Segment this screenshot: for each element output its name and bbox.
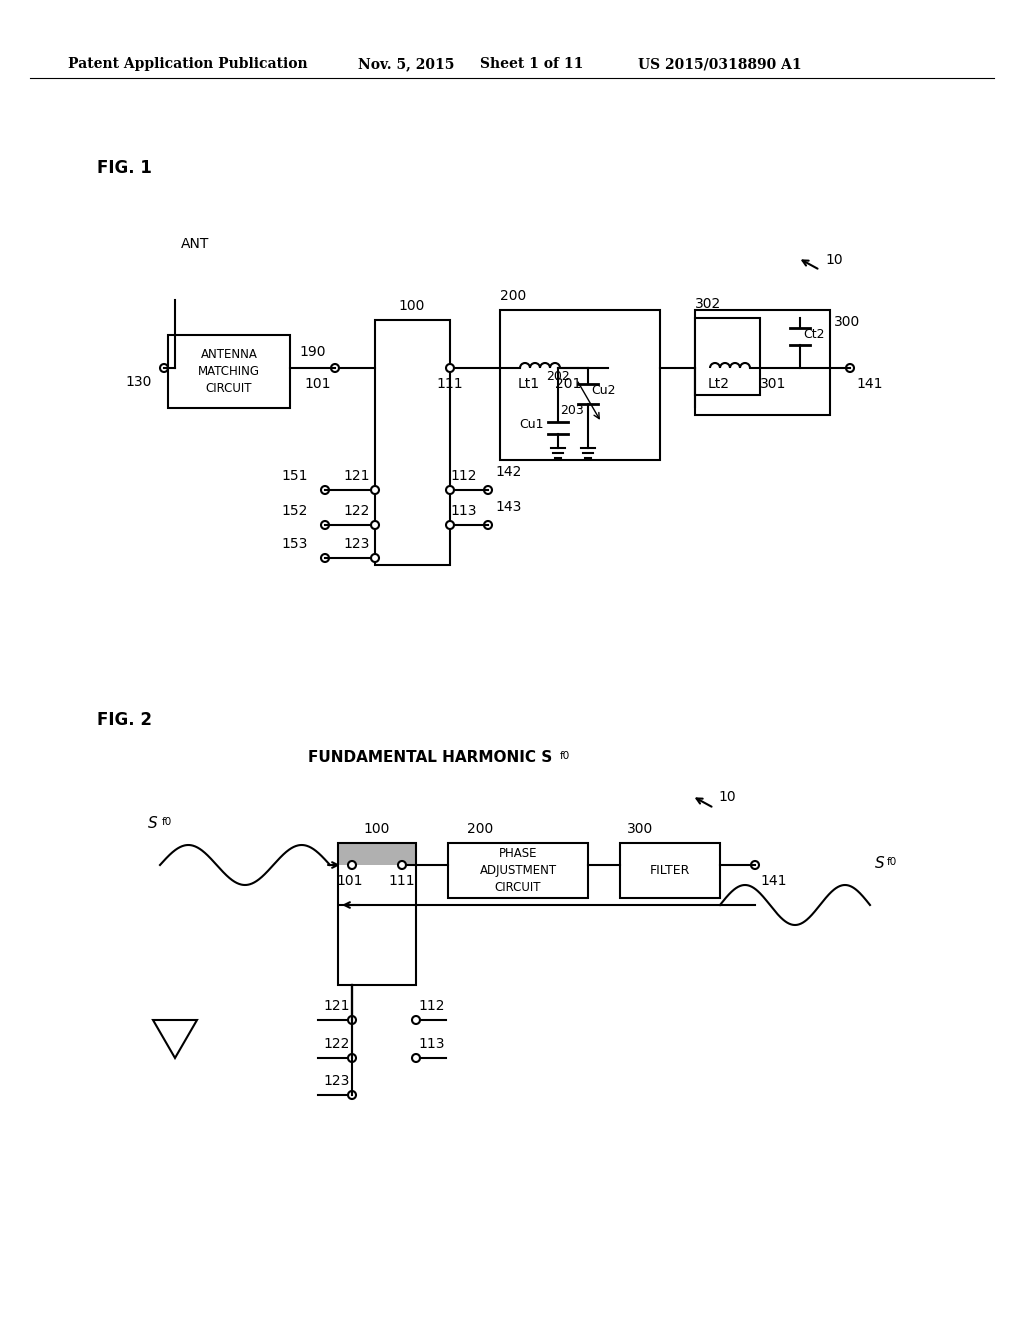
Circle shape xyxy=(321,554,329,562)
Text: 121: 121 xyxy=(324,999,350,1012)
Text: S: S xyxy=(148,816,158,830)
Text: 101: 101 xyxy=(337,874,364,888)
Text: 201: 201 xyxy=(555,378,582,391)
Text: f0: f0 xyxy=(560,751,570,762)
Circle shape xyxy=(348,1053,356,1063)
Text: FIG. 2: FIG. 2 xyxy=(97,711,152,729)
Text: FUNDAMENTAL HARMONIC S: FUNDAMENTAL HARMONIC S xyxy=(308,751,552,766)
Circle shape xyxy=(412,1016,420,1024)
Circle shape xyxy=(348,1016,356,1024)
Text: FILTER: FILTER xyxy=(650,865,690,876)
Text: Lt1: Lt1 xyxy=(518,378,540,391)
Text: ANTENNA
MATCHING
CIRCUIT: ANTENNA MATCHING CIRCUIT xyxy=(198,348,260,395)
Text: 141: 141 xyxy=(856,378,883,391)
Text: 203: 203 xyxy=(560,404,584,417)
Circle shape xyxy=(398,861,406,869)
Text: 111: 111 xyxy=(389,874,416,888)
Text: 112: 112 xyxy=(450,469,476,483)
Circle shape xyxy=(446,486,454,494)
Text: 10: 10 xyxy=(718,789,735,804)
Text: 202: 202 xyxy=(546,370,570,383)
FancyBboxPatch shape xyxy=(449,843,588,898)
Text: 122: 122 xyxy=(344,504,370,517)
Circle shape xyxy=(484,521,492,529)
Text: Nov. 5, 2015: Nov. 5, 2015 xyxy=(358,57,455,71)
Text: 200: 200 xyxy=(500,289,526,304)
Text: 111: 111 xyxy=(436,378,463,391)
FancyBboxPatch shape xyxy=(338,843,416,865)
Text: 141: 141 xyxy=(760,874,786,888)
Circle shape xyxy=(484,486,492,494)
Text: ANT: ANT xyxy=(181,238,209,251)
Text: 152: 152 xyxy=(282,504,308,517)
Text: FIG. 1: FIG. 1 xyxy=(97,158,152,177)
Text: PHASE
ADJUSTMENT
CIRCUIT: PHASE ADJUSTMENT CIRCUIT xyxy=(479,847,557,894)
Text: 142: 142 xyxy=(495,465,521,479)
Circle shape xyxy=(846,364,854,372)
Text: 113: 113 xyxy=(450,504,476,517)
Circle shape xyxy=(751,861,759,869)
Text: 113: 113 xyxy=(418,1038,444,1051)
Text: 10: 10 xyxy=(825,253,843,267)
Text: 123: 123 xyxy=(344,537,370,550)
Text: Cu2: Cu2 xyxy=(591,384,615,396)
Text: 100: 100 xyxy=(398,300,425,313)
Circle shape xyxy=(160,364,168,372)
Text: 302: 302 xyxy=(695,297,721,312)
FancyBboxPatch shape xyxy=(620,843,720,898)
Text: Lt2: Lt2 xyxy=(708,378,730,391)
Text: 130: 130 xyxy=(126,375,152,389)
Text: 112: 112 xyxy=(418,999,444,1012)
Text: 121: 121 xyxy=(343,469,370,483)
Text: 300: 300 xyxy=(834,315,860,329)
Text: Sheet 1 of 11: Sheet 1 of 11 xyxy=(480,57,584,71)
Circle shape xyxy=(371,521,379,529)
Text: Patent Application Publication: Patent Application Publication xyxy=(68,57,307,71)
Circle shape xyxy=(446,521,454,529)
Text: Ct2: Ct2 xyxy=(803,327,824,341)
Text: Cu1: Cu1 xyxy=(519,417,544,430)
FancyBboxPatch shape xyxy=(695,310,830,414)
Text: 143: 143 xyxy=(495,500,521,513)
Circle shape xyxy=(321,486,329,494)
Text: 151: 151 xyxy=(282,469,308,483)
Text: 300: 300 xyxy=(627,822,653,836)
Text: 200: 200 xyxy=(467,822,494,836)
Text: 100: 100 xyxy=(364,822,390,836)
Circle shape xyxy=(348,1092,356,1100)
Circle shape xyxy=(331,364,339,372)
Text: 190: 190 xyxy=(300,345,327,359)
Text: 301: 301 xyxy=(760,378,786,391)
Circle shape xyxy=(371,486,379,494)
Circle shape xyxy=(348,861,356,869)
Text: 123: 123 xyxy=(324,1074,350,1088)
FancyBboxPatch shape xyxy=(168,335,290,408)
Circle shape xyxy=(412,1053,420,1063)
Text: 122: 122 xyxy=(324,1038,350,1051)
FancyBboxPatch shape xyxy=(695,318,760,395)
Text: f0: f0 xyxy=(162,817,172,828)
Circle shape xyxy=(446,364,454,372)
FancyBboxPatch shape xyxy=(500,310,660,459)
FancyBboxPatch shape xyxy=(375,319,450,565)
Text: US 2015/0318890 A1: US 2015/0318890 A1 xyxy=(638,57,802,71)
Circle shape xyxy=(321,521,329,529)
Text: 153: 153 xyxy=(282,537,308,550)
Text: f0: f0 xyxy=(887,857,897,867)
Text: S: S xyxy=(874,855,885,870)
Circle shape xyxy=(371,554,379,562)
Text: 101: 101 xyxy=(305,378,331,391)
